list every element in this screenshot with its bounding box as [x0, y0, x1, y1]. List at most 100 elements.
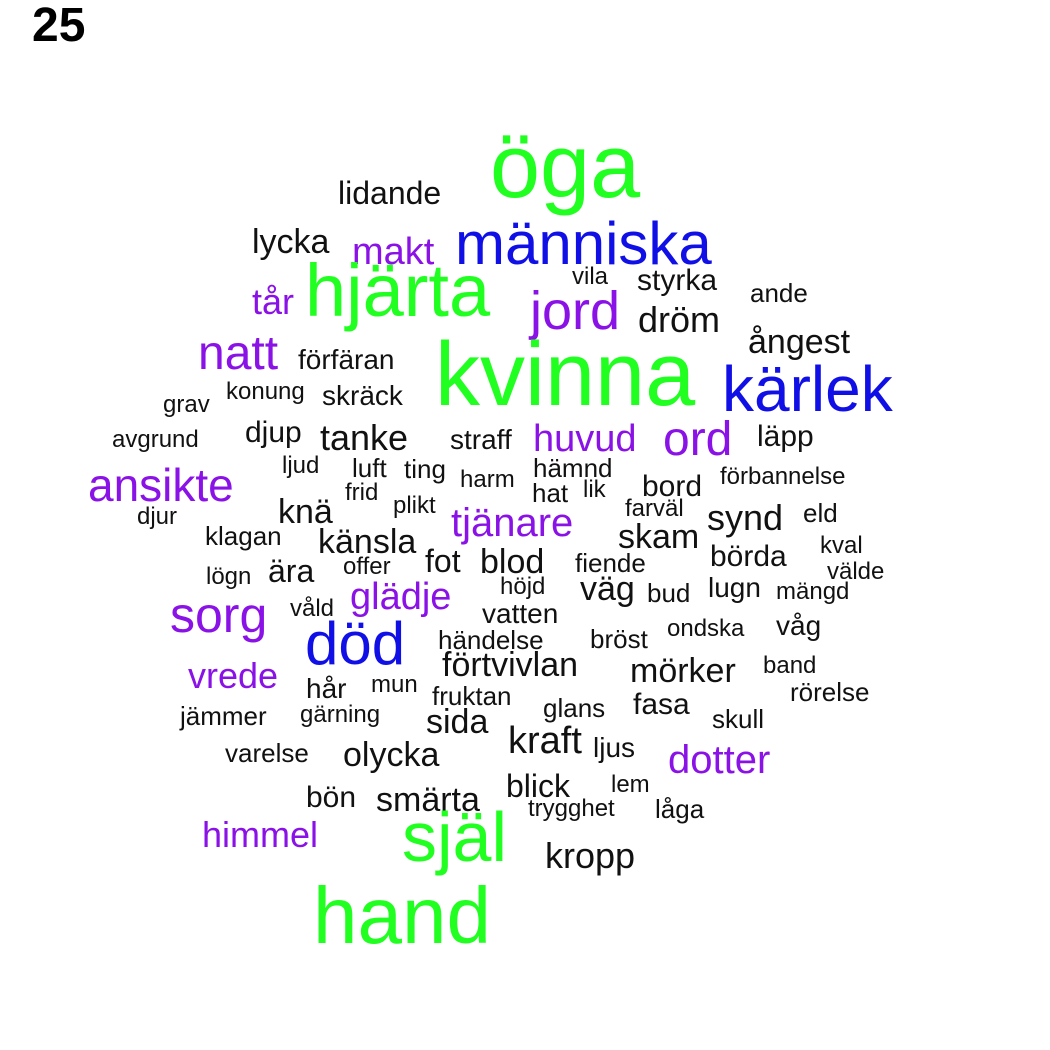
word-97: själ: [402, 798, 508, 876]
word-23: straff: [450, 424, 512, 455]
word-64: våld: [290, 595, 335, 622]
word-93: smärta: [376, 781, 480, 819]
word-72: band: [763, 652, 817, 679]
word-92: bön: [306, 781, 357, 814]
word-59: lugn: [708, 572, 761, 603]
word-36: bord: [642, 470, 703, 503]
word-80: jämmer: [180, 701, 267, 731]
panel-number: 25: [32, 0, 86, 52]
word-74: mörker: [630, 652, 736, 690]
word-85: kraft: [508, 720, 582, 762]
word-25: ord: [663, 413, 733, 466]
word-43: synd: [707, 497, 784, 538]
word-0: öga: [490, 117, 641, 217]
word-40: djur: [137, 503, 178, 530]
word-83: skull: [712, 704, 765, 734]
word-4: människa: [455, 210, 712, 277]
word-16: kärlek: [722, 353, 893, 425]
word-6: styrka: [637, 264, 718, 297]
word-73: vrede: [188, 655, 279, 696]
word-20: avgrund: [112, 426, 199, 453]
word-28: luft: [352, 453, 387, 483]
word-48: kval: [820, 532, 863, 559]
word-21: djup: [245, 416, 302, 449]
word-99: hand: [313, 871, 491, 960]
word-54: ära: [268, 553, 315, 589]
word-55: offer: [343, 553, 391, 580]
word-3: makt: [352, 231, 435, 273]
word-57: höjd: [500, 573, 546, 600]
word-22: tanke: [320, 417, 409, 458]
word-47: skam: [618, 518, 700, 556]
word-79: fasa: [633, 688, 690, 721]
word-86: ljus: [593, 732, 636, 763]
word-84: sida: [426, 703, 489, 741]
word-81: gärning: [300, 701, 381, 728]
word-41: knä: [278, 493, 333, 531]
word-37: förbannelse: [720, 463, 846, 490]
word-19: skräck: [322, 380, 403, 411]
word-87: varelse: [225, 738, 309, 768]
word-71: förtvivlan: [442, 646, 579, 684]
word-95: låga: [655, 794, 705, 824]
word-13: natt: [198, 327, 279, 380]
word-32: harm: [460, 466, 515, 493]
word-24: huvud: [533, 418, 637, 460]
word-65: vatten: [482, 598, 559, 629]
word-91: lem: [611, 771, 650, 798]
word-62: mängd: [776, 578, 850, 605]
word-53: lögn: [206, 563, 252, 590]
word-44: eld: [803, 498, 838, 528]
word-96: himmel: [202, 814, 319, 855]
word-18: konung: [226, 378, 305, 405]
word-14: förfäran: [298, 344, 395, 375]
word-90: blick: [506, 768, 571, 804]
word-56: välde: [827, 558, 885, 585]
word-88: olycka: [343, 736, 440, 774]
word-67: ondska: [667, 615, 745, 642]
word-49: fot: [425, 543, 461, 579]
word-94: trygghet: [528, 795, 615, 822]
word-75: hår: [306, 673, 347, 704]
word-2: lycka: [252, 223, 330, 261]
word-26: läpp: [757, 420, 814, 453]
word-42: tjänare: [451, 501, 574, 545]
word-11: dröm: [638, 299, 721, 340]
word-98: kropp: [545, 835, 636, 876]
word-38: plikt: [393, 492, 436, 519]
word-68: händelse: [438, 625, 544, 655]
word-50: blod: [480, 543, 545, 581]
word-63: sorg: [170, 587, 268, 643]
word-15: kvinna: [435, 325, 696, 425]
word-66: våg: [776, 610, 822, 641]
word-46: känsla: [318, 523, 417, 561]
word-33: frid: [345, 479, 379, 506]
word-12: ångest: [748, 323, 851, 361]
word-8: tår: [252, 281, 295, 322]
word-45: klagan: [205, 521, 282, 551]
word-27: ljud: [282, 452, 320, 479]
word-52: börda: [710, 540, 787, 573]
word-82: glans: [543, 693, 606, 723]
word-70: död: [305, 610, 406, 677]
word-10: jord: [530, 281, 621, 341]
word-58: väg: [580, 570, 635, 608]
word-5: vila: [572, 263, 609, 290]
word-35: lik: [583, 476, 606, 503]
word-77: rörelse: [790, 677, 870, 707]
word-1: lidande: [338, 175, 442, 211]
word-9: hjärta: [305, 249, 491, 332]
word-76: mun: [371, 671, 418, 698]
word-17: grav: [163, 391, 210, 418]
word-34: hat: [532, 478, 569, 508]
word-7: ande: [750, 278, 808, 308]
word-61: bud: [647, 578, 691, 608]
word-30: hämnd: [533, 453, 613, 483]
word-31: ansikte: [88, 459, 234, 511]
word-89: dotter: [668, 738, 771, 782]
word-39: farväl: [625, 495, 684, 522]
word-69: bröst: [590, 624, 648, 654]
word-51: fiende: [575, 548, 646, 578]
word-29: ting: [404, 454, 446, 484]
